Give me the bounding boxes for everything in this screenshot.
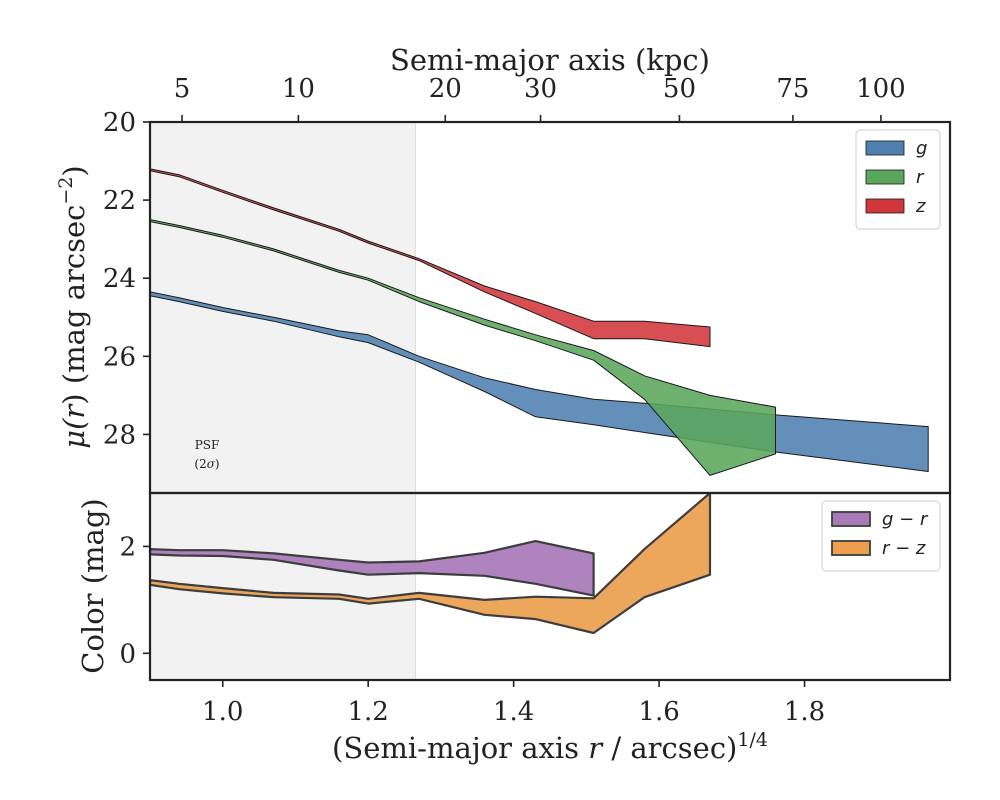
- color-y-axis-label: Color (mag): [76, 498, 110, 673]
- axes-frame-layer: [148, 120, 952, 682]
- color-legend-swatch-g-r: [831, 511, 871, 527]
- x-tick-label: 1.4: [493, 697, 534, 727]
- color-legend-swatch-r-z: [831, 540, 871, 556]
- profile-ytick-label: 22: [103, 186, 136, 216]
- profile-ytick-label: 26: [103, 342, 136, 372]
- top-tick-label: 20: [429, 74, 462, 104]
- profile-legend-label-g: g: [916, 138, 927, 159]
- x-axis-label-var: r: [588, 731, 604, 765]
- color-band-g-r: [150, 539, 595, 597]
- color-areas: [150, 493, 712, 635]
- x-axis-label-mid: / arcsec): [602, 731, 737, 765]
- psf-label-line2: (2σ): [194, 457, 219, 471]
- top-axis-label: Semi-major axis (kpc): [390, 43, 710, 77]
- legend-layer: grz g − r r − z: [821, 129, 941, 572]
- profile-ytick-label: 28: [103, 420, 136, 450]
- profile-y-label-sup: −2: [55, 177, 77, 205]
- profile-legend-label-r: r: [916, 167, 925, 188]
- area-layer: [150, 168, 929, 635]
- color-axes-frame: [148, 491, 952, 682]
- profile-band-r: [150, 219, 776, 476]
- top-tick-label: 50: [663, 74, 696, 104]
- x-tick-label: 1.8: [784, 697, 825, 727]
- profile-y-label-suffix: ): [57, 165, 91, 176]
- tick-layer: 20 22 24 26 28 0 2 1.0 1.2 1.4 1.6 1.8 5 10 20 30 50 75 10…: [103, 74, 906, 727]
- top-tick-label: 10: [282, 74, 315, 104]
- psf-label-suffix: ): [215, 457, 220, 471]
- x-tick-label: 1.6: [638, 697, 679, 727]
- profile-legend-swatch-g: [865, 140, 905, 156]
- profile-y-label-var: r: [57, 403, 91, 419]
- profile-ytick-label: 24: [103, 264, 136, 294]
- color-legend-label-r-z: r − z: [882, 538, 926, 559]
- profile-legend-swatch-z: [865, 198, 905, 214]
- top-tick-label: 5: [174, 74, 191, 104]
- color-band-r-z: [150, 493, 712, 635]
- x-tick-label: 1.2: [348, 697, 389, 727]
- profile-legend-swatch-r: [865, 169, 905, 185]
- top-tick-label: 100: [856, 74, 906, 104]
- psf-label-prefix: (2: [194, 457, 206, 471]
- color-ytick-label: 0: [119, 639, 136, 669]
- profile-ytick-label: 20: [103, 108, 136, 138]
- profile-band-z: [150, 168, 711, 348]
- top-tick-label: 75: [776, 74, 809, 104]
- x-tick-label: 1.0: [202, 697, 243, 727]
- top-tick-label: 30: [524, 74, 557, 104]
- profile-y-label-prefix: μ(: [57, 418, 91, 449]
- x-axis-label: (Semi-major axis r / arcsec)1/4: [332, 729, 768, 765]
- profile-y-label-mid: ) (mag arcsec: [57, 205, 91, 405]
- psf-label-sigma: σ: [207, 457, 216, 471]
- profile-areas: [150, 168, 929, 476]
- profile-y-axis-label: μ(r) (mag arcsec−2): [55, 165, 91, 449]
- psf-label-line1: PSF: [195, 438, 220, 452]
- x-axis-label-sup: 1/4: [737, 729, 768, 751]
- profile-legend-label-z: z: [915, 196, 926, 217]
- x-axis-label-prefix: (Semi-major axis: [332, 731, 588, 765]
- color-ytick-label: 2: [119, 532, 136, 562]
- color-legend-label-g-r: g − r: [882, 509, 929, 530]
